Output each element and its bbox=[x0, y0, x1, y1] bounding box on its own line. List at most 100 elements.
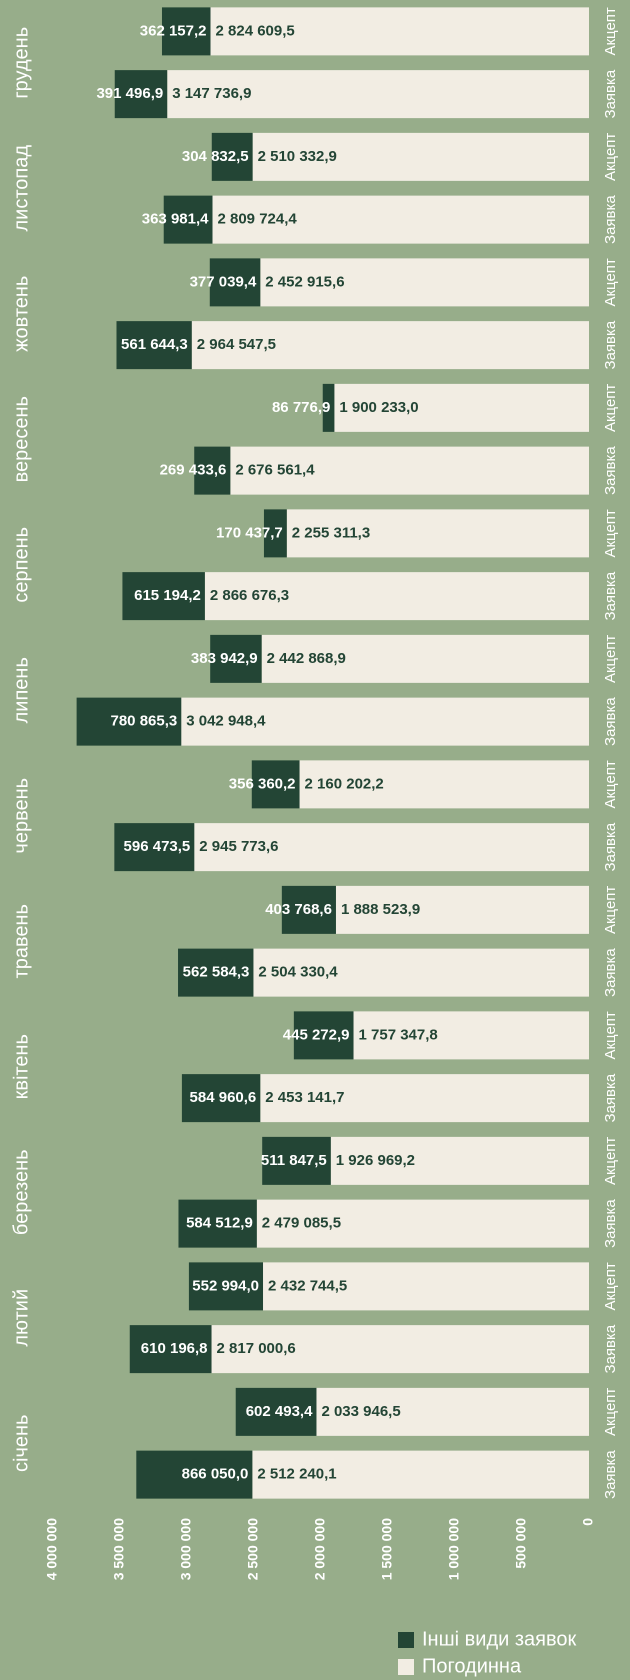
value-label: 866 050,0 bbox=[182, 1466, 249, 1483]
category-label: Заявка bbox=[602, 948, 619, 997]
value-label: 383 942,9 bbox=[191, 650, 258, 667]
value-label: 363 981,4 bbox=[142, 211, 209, 228]
group-label: вересень bbox=[10, 396, 32, 482]
bar-segment bbox=[330, 1136, 589, 1185]
value-label: 170 437,7 bbox=[216, 524, 283, 541]
bar-segment bbox=[334, 383, 589, 432]
value-label: 391 496,9 bbox=[96, 85, 163, 102]
bar-segment bbox=[194, 823, 589, 872]
bar-segment bbox=[212, 195, 589, 244]
bar-segment bbox=[253, 948, 589, 997]
legend-swatch bbox=[398, 1659, 414, 1675]
category-label: Заявка bbox=[602, 69, 619, 118]
category-label: Заявка bbox=[602, 446, 619, 495]
value-label: 2 510 332,9 bbox=[258, 148, 337, 165]
category-label: Акцепт bbox=[602, 1262, 619, 1310]
bar-segment bbox=[263, 1262, 589, 1311]
group-label: жовтень bbox=[10, 276, 32, 352]
bar-segment bbox=[163, 195, 213, 244]
bar-segment bbox=[210, 7, 589, 56]
bar-segment bbox=[299, 760, 589, 809]
value-label: 362 157,2 bbox=[140, 22, 207, 39]
legend-label: Погодинна bbox=[422, 1655, 522, 1677]
value-label: 596 473,5 bbox=[124, 838, 191, 855]
bar-segment bbox=[260, 258, 589, 307]
bar-segment bbox=[252, 1450, 589, 1499]
value-label: 1 900 233,0 bbox=[339, 399, 418, 416]
bar-segment bbox=[178, 948, 254, 997]
bar-segment bbox=[161, 7, 211, 56]
category-label: Заявка bbox=[602, 1450, 619, 1499]
bar-segment bbox=[129, 1325, 212, 1374]
value-label: 780 865,3 bbox=[111, 713, 178, 730]
bar-segment bbox=[178, 1199, 257, 1248]
bar-segment bbox=[353, 1011, 589, 1060]
x-tick-label: 3 000 000 bbox=[178, 1518, 194, 1580]
bar-segment bbox=[261, 634, 589, 683]
bar-segment bbox=[210, 634, 262, 683]
bar-segment bbox=[181, 1074, 261, 1123]
bar-segment bbox=[191, 321, 589, 370]
bar-segment bbox=[256, 1199, 589, 1248]
value-label: 2 809 724,4 bbox=[217, 211, 297, 228]
group-label: серпень bbox=[10, 527, 32, 603]
value-label: 2 945 773,6 bbox=[199, 838, 278, 855]
value-label: 2 817 000,6 bbox=[217, 1340, 296, 1357]
x-tick-label: 3 500 000 bbox=[111, 1518, 127, 1580]
bar-segment bbox=[251, 760, 300, 809]
value-label: 86 776,9 bbox=[272, 399, 330, 416]
category-label: Заявка bbox=[602, 571, 619, 620]
value-label: 511 847,5 bbox=[261, 1152, 327, 1169]
value-label: 2 452 915,6 bbox=[265, 273, 344, 290]
value-label: 3 042 948,4 bbox=[186, 713, 266, 730]
group-label: листопад bbox=[10, 145, 32, 232]
bar-segment bbox=[116, 321, 192, 370]
category-label: Заявка bbox=[602, 1324, 619, 1373]
bar-segment bbox=[114, 823, 195, 872]
category-label: Акцепт bbox=[602, 1388, 619, 1436]
x-tick-label: 500 000 bbox=[513, 1518, 529, 1569]
value-label: 445 272,9 bbox=[283, 1026, 350, 1043]
category-label: Акцепт bbox=[602, 509, 619, 557]
value-label: 561 644,3 bbox=[121, 336, 188, 353]
category-label: Заявка bbox=[602, 1199, 619, 1248]
bar-segment bbox=[235, 1387, 317, 1436]
value-label: 615 194,2 bbox=[134, 587, 201, 604]
x-tick-label: 4 000 000 bbox=[44, 1518, 60, 1580]
bar-segment bbox=[122, 572, 205, 621]
value-label: 584 960,6 bbox=[190, 1089, 257, 1106]
value-label: 2 512 240,1 bbox=[257, 1466, 336, 1483]
bar-segment bbox=[114, 70, 168, 119]
bar-segment bbox=[335, 885, 589, 934]
value-label: 377 039,4 bbox=[190, 273, 257, 290]
category-label: Акцепт bbox=[602, 760, 619, 808]
group-label: липень bbox=[10, 657, 32, 723]
value-label: 356 360,2 bbox=[229, 775, 296, 792]
value-label: 269 433,6 bbox=[160, 462, 227, 479]
value-label: 304 832,5 bbox=[182, 148, 249, 165]
category-label: Акцепт bbox=[602, 133, 619, 181]
value-label: 403 768,6 bbox=[265, 901, 332, 918]
bar-segment bbox=[293, 1011, 354, 1060]
bar-segment bbox=[263, 509, 287, 558]
category-label: Акцепт bbox=[602, 886, 619, 934]
bar-segment bbox=[76, 697, 182, 746]
x-tick-label: 2 000 000 bbox=[312, 1518, 328, 1580]
bar-segment bbox=[204, 572, 590, 621]
value-label: 562 584,3 bbox=[183, 964, 250, 981]
value-label: 1 888 523,9 bbox=[341, 901, 420, 918]
value-label: 1 757 347,8 bbox=[359, 1026, 438, 1043]
value-label: 2 255 311,3 bbox=[292, 524, 370, 541]
value-label: 2 160 202,2 bbox=[305, 775, 384, 792]
value-label: 584 512,9 bbox=[186, 1215, 253, 1232]
value-label: 3 147 736,9 bbox=[172, 85, 251, 102]
category-label: Акцепт bbox=[602, 1011, 619, 1059]
bar-segment bbox=[211, 132, 253, 181]
bar-segment bbox=[188, 1262, 264, 1311]
value-label: 2 676 561,4 bbox=[235, 462, 315, 479]
category-label: Заявка bbox=[602, 1073, 619, 1122]
bar-segment bbox=[316, 1387, 589, 1436]
bar-segment bbox=[262, 1136, 331, 1185]
group-label: грудень bbox=[10, 27, 32, 99]
group-label: березень bbox=[10, 1149, 32, 1235]
